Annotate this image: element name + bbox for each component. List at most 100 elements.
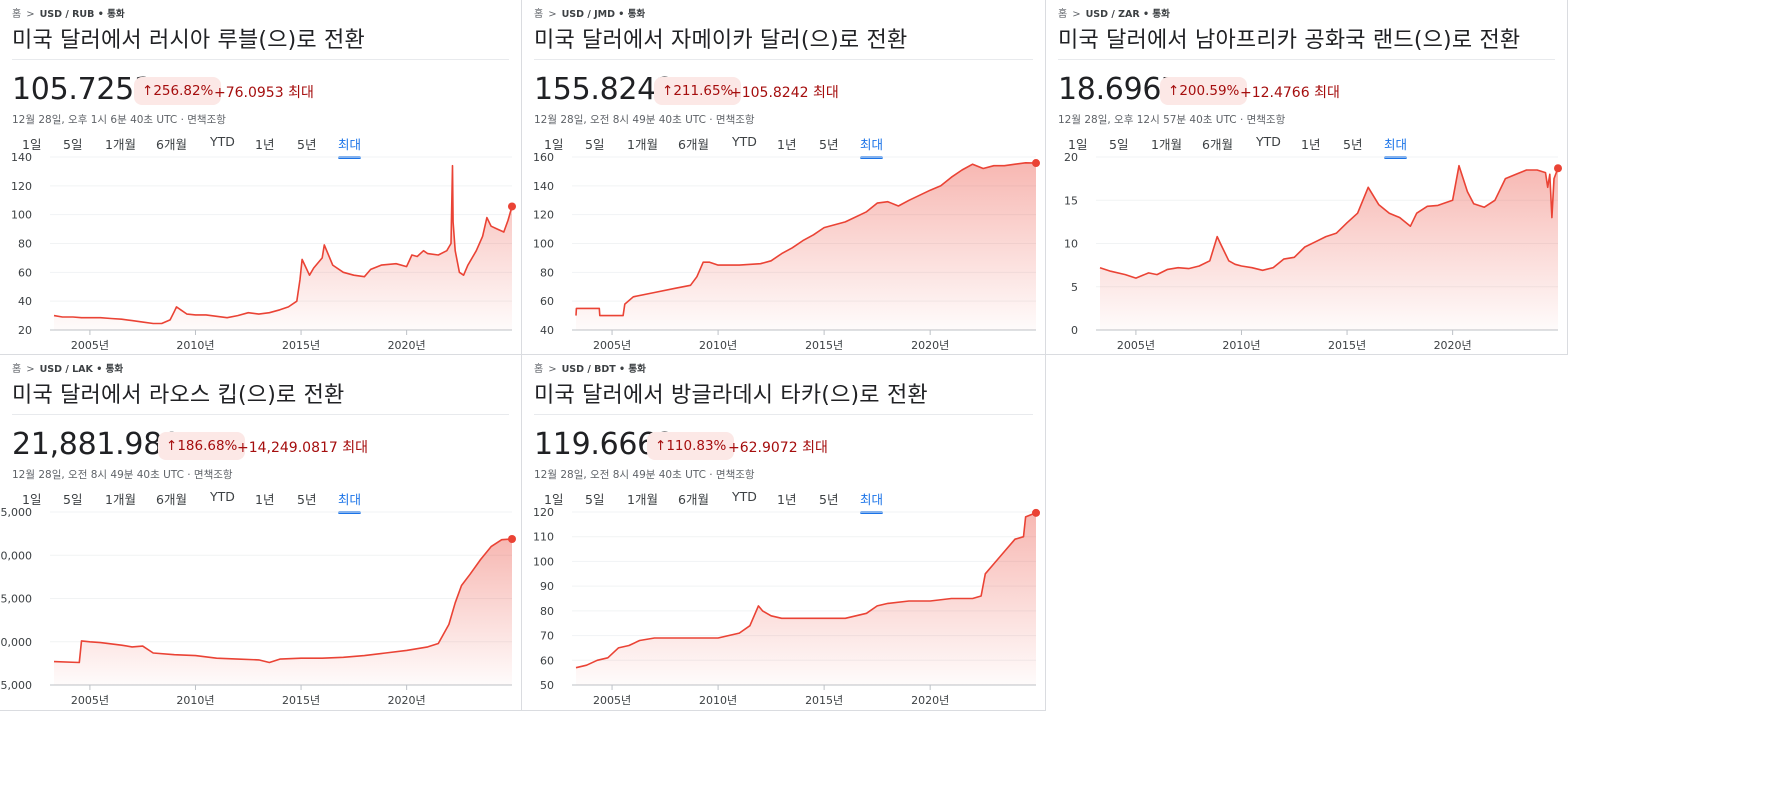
category-label[interactable]: 통화 bbox=[628, 364, 646, 375]
x-tick-label: 2015년 bbox=[1328, 339, 1366, 352]
series-area bbox=[54, 539, 512, 685]
tab-range[interactable]: YTD bbox=[732, 489, 757, 504]
home-icon[interactable]: 홈 bbox=[12, 364, 22, 375]
divider bbox=[1058, 59, 1555, 60]
last-point-marker[interactable] bbox=[1032, 159, 1040, 168]
tab-range[interactable]: 1일 bbox=[22, 137, 42, 152]
y-tick-label: 15 bbox=[1064, 194, 1078, 207]
percent-change-badge: ↑110.83% bbox=[647, 432, 735, 460]
home-icon[interactable]: 홈 bbox=[534, 364, 544, 375]
y-tick-label: 60 bbox=[540, 654, 554, 667]
tab-range[interactable]: 5일 bbox=[585, 137, 605, 152]
tab-range[interactable]: 6개월 bbox=[1202, 137, 1233, 152]
absolute-change: +14,249.0817 최대 bbox=[237, 440, 369, 456]
percent-change-badge: ↑256.82% bbox=[134, 77, 222, 105]
tab-range[interactable]: 1년 bbox=[255, 137, 275, 152]
chart-panel-lak: 홈 > USD / LAK • 통화 미국 달러에서 라오스 킵(으)로 전환 21… bbox=[0, 355, 522, 711]
tab-range[interactable]: 1개월 bbox=[105, 137, 136, 152]
arrow-up-icon: ↑ bbox=[662, 83, 674, 99]
tab-range[interactable]: 1일 bbox=[1068, 137, 1088, 152]
tab-range[interactable]: 1년 bbox=[1301, 137, 1321, 152]
y-tick-label: 120 bbox=[533, 506, 554, 519]
price-chart[interactable]: 20 40 60 80 100 120 140 2005년 2010년 2015년 2020년 bbox=[0, 0, 522, 355]
absolute-change: +105.8242 최대 bbox=[730, 85, 839, 101]
tab-range[interactable]: 1일 bbox=[22, 492, 42, 507]
y-tick-label: 20,000 bbox=[0, 549, 32, 562]
tab-range[interactable]: 5년 bbox=[819, 492, 839, 507]
pair-code[interactable]: USD / JMD bbox=[561, 9, 615, 20]
category-label[interactable]: 통화 bbox=[105, 364, 124, 375]
tab-range[interactable]: 6개월 bbox=[678, 492, 709, 507]
y-tick-label: 120 bbox=[533, 209, 554, 222]
tab-range[interactable]: 5년 bbox=[1343, 137, 1363, 152]
y-tick-label: 90 bbox=[540, 580, 554, 593]
tab-range[interactable]: 5년 bbox=[297, 492, 317, 507]
x-tick-label: 2010년 bbox=[176, 694, 214, 707]
tab-range[interactable]: YTD bbox=[210, 489, 235, 504]
percent-change: 211.65% bbox=[673, 83, 734, 99]
x-tick-label: 2005년 bbox=[71, 694, 109, 707]
tab-range[interactable]: 1개월 bbox=[105, 492, 136, 507]
tab-range[interactable]: 1일 bbox=[544, 492, 564, 507]
price-chart[interactable]: 5,000 10,000 15,000 20,000 25,000 2005년 2010년 2… bbox=[0, 355, 522, 711]
x-tick-label: 2010년 bbox=[1222, 339, 1260, 352]
chevron-right-icon: > bbox=[1072, 9, 1081, 20]
home-icon[interactable]: 홈 bbox=[12, 9, 22, 20]
category-label[interactable]: 통화 bbox=[1152, 9, 1170, 20]
y-tick-label: 20 bbox=[18, 324, 32, 337]
series-line bbox=[575, 162, 1037, 317]
last-point-marker[interactable] bbox=[508, 202, 516, 211]
tab-range[interactable]: 6개월 bbox=[678, 137, 709, 152]
tab-range[interactable]: YTD bbox=[732, 134, 757, 149]
tab-range[interactable]: 1개월 bbox=[1151, 137, 1182, 152]
pair-code[interactable]: USD / BDT bbox=[561, 364, 616, 375]
page-title: 미국 달러에서 자메이카 달러(으)로 전환 bbox=[534, 28, 908, 53]
pair-code[interactable]: USD / LAK bbox=[39, 364, 93, 375]
category-label[interactable]: 통화 bbox=[627, 9, 646, 20]
series-line bbox=[1099, 164, 1559, 279]
price-chart[interactable]: 0 5 10 15 20 2005년 2010년 2015년 2020년 bbox=[1046, 0, 1568, 355]
tab-range[interactable]: 6개월 bbox=[156, 137, 187, 152]
tab-range[interactable]: 1일 bbox=[544, 137, 564, 152]
price-chart[interactable]: 50 60 70 80 90 100 110 120 2005년 2010년 2015년 2020년 bbox=[522, 355, 1046, 711]
tab-range[interactable]: YTD bbox=[210, 134, 235, 149]
x-tick-label: 2015년 bbox=[282, 339, 320, 352]
divider bbox=[534, 414, 1033, 415]
timestamp: 12월 28일, 오후 1시 6분 40초 UTC · 면책조항 bbox=[12, 114, 226, 126]
x-tick-label: 2010년 bbox=[699, 339, 737, 352]
series-line bbox=[53, 538, 513, 664]
tab-range[interactable]: 5년 bbox=[297, 137, 317, 152]
last-point-marker[interactable] bbox=[1032, 508, 1040, 517]
price-chart[interactable]: 40 60 80 100 120 140 160 2005년 2010년 2015년 2020년 bbox=[522, 0, 1046, 355]
y-tick-label: 80 bbox=[540, 266, 554, 279]
pair-code[interactable]: USD / ZAR bbox=[1085, 9, 1140, 20]
series-line bbox=[575, 512, 1037, 669]
chart-panel-rub: 홈 > USD / RUB • 통화 미국 달러에서 러시아 루블(으)로 전환 1… bbox=[0, 0, 522, 355]
x-tick-label: 2020년 bbox=[911, 339, 949, 352]
tab-range[interactable]: 5년 bbox=[819, 137, 839, 152]
chart-panel-zar: 홈 > USD / ZAR • 통화 미국 달러에서 남아프리카 공화국 랜드(으)… bbox=[1046, 0, 1568, 355]
pair-code[interactable]: USD / RUB bbox=[39, 9, 95, 20]
series-area bbox=[576, 512, 1036, 685]
y-tick-label: 25,000 bbox=[0, 506, 32, 519]
tab-range[interactable]: 1년 bbox=[777, 492, 797, 507]
chart-panel-bdt: 홈 > USD / BDT • 통화 미국 달러에서 방글라데시 타카(으)로 전환… bbox=[522, 355, 1046, 711]
tab-range[interactable]: 5일 bbox=[585, 492, 605, 507]
home-icon[interactable]: 홈 bbox=[534, 9, 544, 20]
page-title: 미국 달러에서 방글라데시 타카(으)로 전환 bbox=[534, 383, 928, 408]
tab-range[interactable]: 6개월 bbox=[156, 492, 187, 507]
home-icon[interactable]: 홈 bbox=[1058, 9, 1068, 20]
last-point-marker[interactable] bbox=[508, 534, 516, 543]
tab-range[interactable]: 1개월 bbox=[627, 492, 658, 507]
y-tick-label: 140 bbox=[11, 151, 32, 164]
tab-range[interactable]: YTD bbox=[1256, 134, 1281, 149]
y-tick-label: 5,000 bbox=[1, 679, 33, 692]
tab-range[interactable]: 5일 bbox=[1109, 137, 1129, 152]
tab-range[interactable]: 1개월 bbox=[627, 137, 658, 152]
category-label[interactable]: 통화 bbox=[107, 9, 125, 20]
tab-range[interactable]: 1년 bbox=[255, 492, 275, 507]
tab-range[interactable]: 5일 bbox=[63, 492, 83, 507]
last-point-marker[interactable] bbox=[1554, 164, 1562, 173]
tab-range[interactable]: 5일 bbox=[63, 137, 83, 152]
tab-range[interactable]: 1년 bbox=[777, 137, 797, 152]
